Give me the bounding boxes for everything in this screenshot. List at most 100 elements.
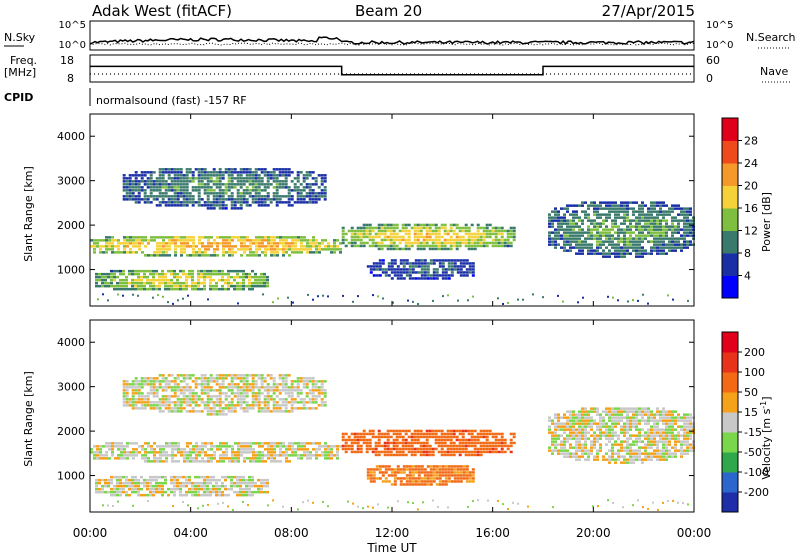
- echo-cell: [593, 210, 596, 213]
- echo-cell: [617, 231, 620, 234]
- echo-cell: [608, 425, 611, 428]
- echo-cell: [93, 251, 96, 254]
- echo-cell: [587, 219, 590, 222]
- echo-cell: [312, 242, 315, 245]
- echo-cell: [251, 285, 254, 288]
- echo-cell: [345, 442, 348, 445]
- echo-cell: [279, 248, 282, 251]
- echo-cell: [183, 386, 186, 389]
- echo-cell: [174, 377, 177, 380]
- echo-cell: [249, 383, 252, 386]
- echo-cell: [126, 389, 129, 392]
- echo-cell: [228, 198, 231, 201]
- echo-cell: [249, 189, 252, 192]
- echo-cell: [417, 227, 420, 230]
- echo-cell: [554, 210, 557, 213]
- echo-cell: [198, 171, 201, 174]
- echo-cell: [620, 252, 623, 255]
- echo-cell: [638, 225, 641, 228]
- echo-cell: [243, 398, 246, 401]
- echo-cell: [394, 480, 397, 483]
- echo-cell: [397, 274, 400, 277]
- echo-cell: [450, 445, 453, 448]
- echo-cell: [210, 401, 213, 404]
- echo-cell: [161, 279, 164, 282]
- echo-cell: [294, 236, 297, 239]
- echo-cell: [569, 234, 572, 237]
- echo-cell: [252, 454, 255, 457]
- echo-cell: [294, 398, 297, 401]
- echo-cell: [489, 448, 492, 451]
- echo-cell: [463, 468, 466, 471]
- echo-cell: [647, 303, 649, 305]
- echo-cell: [439, 471, 442, 474]
- echo-cell: [267, 236, 270, 239]
- echo-cell: [203, 285, 206, 288]
- echo-cell: [459, 442, 462, 445]
- echo-cell: [180, 454, 183, 457]
- echo-cell: [186, 239, 189, 242]
- echo-cell: [605, 255, 608, 258]
- echo-cell: [135, 251, 138, 254]
- echo-cell: [150, 189, 153, 192]
- colorbar-tick-label: 8: [744, 247, 751, 260]
- echo-cell: [360, 448, 363, 451]
- echo-cell: [135, 407, 138, 410]
- echo-cell: [243, 460, 246, 463]
- echo-cell: [123, 386, 126, 389]
- echo-cell: [153, 180, 156, 183]
- echo-cell: [457, 271, 460, 274]
- echo-cell: [587, 416, 590, 419]
- echo-cell: [276, 401, 279, 404]
- echo-cell: [98, 482, 101, 485]
- echo-cell: [596, 449, 599, 452]
- echo-cell: [192, 389, 195, 392]
- echo-cell: [132, 457, 135, 460]
- echo-cell: [195, 377, 198, 380]
- echo-cell: [432, 451, 435, 454]
- echo-cell: [162, 398, 165, 401]
- echo-cell: [180, 192, 183, 195]
- echo-cell: [279, 445, 282, 448]
- echo-cell: [165, 454, 168, 457]
- echo-cell: [206, 491, 209, 494]
- power-ylabel: Slant Range [km]: [22, 166, 35, 262]
- echo-cell: [108, 445, 111, 448]
- echo-cell: [285, 392, 288, 395]
- echo-cell: [231, 460, 234, 463]
- echo-cell: [255, 180, 258, 183]
- echo-cell: [554, 219, 557, 222]
- echo-cell: [459, 439, 462, 442]
- echo-cell: [188, 482, 191, 485]
- echo-cell: [492, 442, 495, 445]
- echo-cell: [249, 448, 252, 451]
- echo-cell: [192, 198, 195, 201]
- echo-cell: [264, 201, 267, 204]
- echo-cell: [237, 302, 239, 304]
- echo-cell: [551, 231, 554, 234]
- echo-cell: [291, 236, 294, 239]
- echo-cell: [423, 224, 426, 227]
- echo-cell: [348, 439, 351, 442]
- echo-cell: [110, 479, 113, 482]
- echo-cell: [457, 268, 460, 271]
- echo-cell: [405, 233, 408, 236]
- echo-cell: [653, 225, 656, 228]
- echo-cell: [614, 413, 617, 416]
- echo-cell: [221, 494, 224, 497]
- echo-cell: [291, 242, 294, 245]
- echo-cell: [396, 442, 399, 445]
- echo-cell: [276, 454, 279, 457]
- echo-cell: [611, 425, 614, 428]
- echo-cell: [674, 219, 677, 222]
- echo-cell: [584, 201, 587, 204]
- echo-cell: [620, 216, 623, 219]
- echo-cell: [101, 273, 104, 276]
- echo-cell: [197, 285, 200, 288]
- echo-cell: [198, 239, 201, 242]
- echo-cell: [204, 377, 207, 380]
- echo-cell: [602, 249, 605, 252]
- echo-cell: [605, 201, 608, 204]
- echo-cell: [225, 186, 228, 189]
